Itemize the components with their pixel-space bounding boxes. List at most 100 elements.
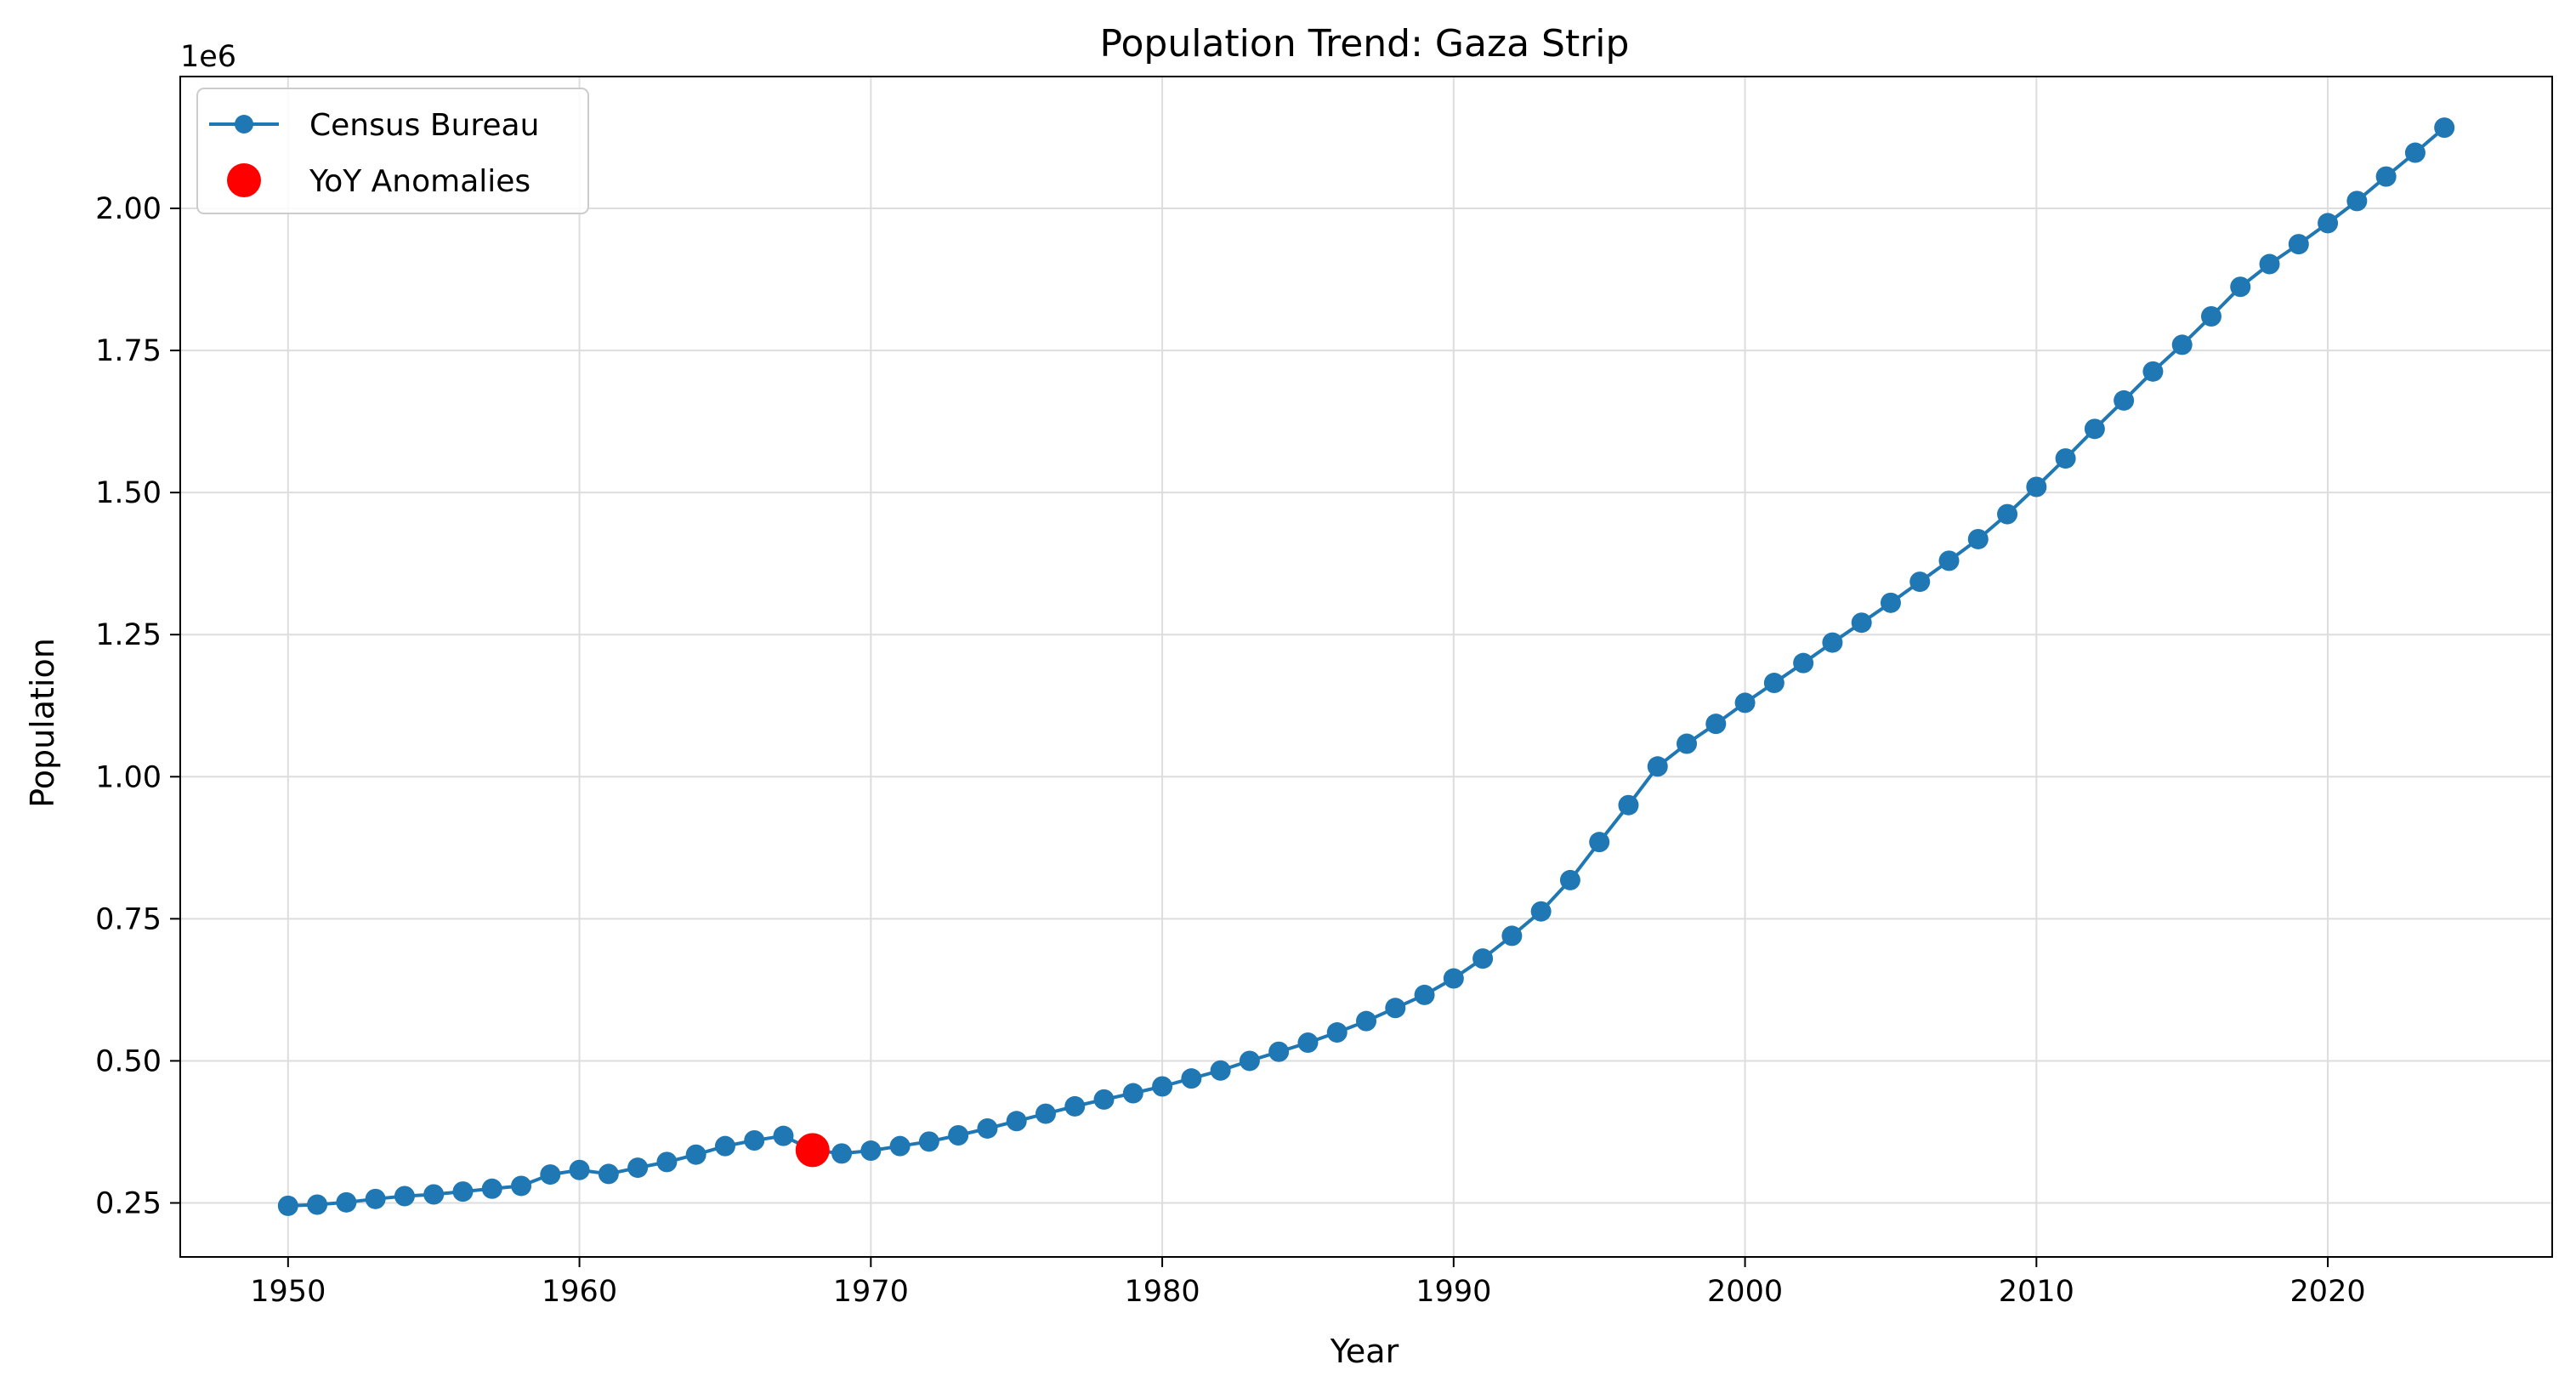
x-axis-label: Year: [1330, 1333, 1399, 1370]
x-tick-label: 1990: [1416, 1275, 1491, 1309]
census-bureau-point: [773, 1125, 794, 1146]
census-bureau-point: [1064, 1095, 1086, 1117]
x-axis-ticks: 1950 1960 1970 1980 1990 2000 2010 2020: [250, 1257, 2366, 1309]
census-bureau-point: [1734, 692, 1756, 714]
census-bureau-point: [277, 1195, 298, 1216]
census-bureau-point: [1618, 794, 1639, 816]
census-bureau-point: [1530, 901, 1552, 922]
census-bureau-point: [1822, 632, 1843, 653]
legend-label-census-bureau: Census Bureau: [309, 108, 539, 143]
census-bureau-point: [1152, 1076, 1173, 1097]
census-bureau-point: [336, 1191, 357, 1213]
census-bureau-point: [2288, 234, 2309, 255]
census-bureau-point: [1122, 1083, 1143, 1104]
legend-marker-yoy-anomalies: [227, 163, 261, 197]
census-bureau-point: [2142, 361, 2164, 382]
census-bureau-point: [569, 1159, 590, 1180]
census-bureau-point: [1326, 1022, 1348, 1043]
census-bureau-point: [1589, 832, 1610, 853]
y-tick-label: 1.75: [95, 334, 162, 368]
x-tick-label: 2000: [1707, 1275, 1783, 1309]
census-bureau-point: [2171, 334, 2193, 355]
x-tick-label: 1980: [1125, 1275, 1200, 1309]
y-tick-label: 0.50: [95, 1044, 162, 1078]
census-bureau-point: [1967, 528, 1989, 549]
census-bureau-point: [452, 1181, 474, 1203]
census-bureau-point: [1268, 1041, 1290, 1062]
census-bureau-point: [511, 1175, 532, 1197]
census-bureau-point: [540, 1164, 561, 1185]
census-bureau-point: [948, 1124, 969, 1146]
census-bureau-point: [1997, 503, 2018, 525]
census-bureau-point: [2259, 253, 2280, 275]
census-bureau-point: [831, 1143, 853, 1164]
census-bureau-point: [2055, 448, 2076, 469]
census-bureau-point: [1414, 984, 1435, 1005]
census-bureau-point: [1909, 571, 1931, 593]
legend-box: [196, 88, 589, 214]
census-bureau-point: [860, 1140, 882, 1162]
census-bureau-point: [1093, 1089, 1115, 1110]
grid: [180, 77, 2552, 1257]
legend: Census Bureau YoY Anomalies: [196, 88, 589, 214]
census-bureau-point: [481, 1178, 502, 1199]
census-bureau-point: [1851, 612, 1872, 634]
census-bureau-point: [2318, 213, 2339, 234]
census-bureau-point: [2375, 166, 2397, 187]
census-bureau-point: [307, 1194, 328, 1215]
census-bureau-point: [1472, 948, 1494, 969]
census-bureau-point: [1647, 756, 1668, 777]
census-bureau-point: [2026, 476, 2047, 498]
census-bureau-point: [656, 1151, 678, 1173]
census-bureau-point: [1356, 1010, 1376, 1032]
census-bureau-point: [1297, 1032, 1319, 1054]
census-bureau-point: [2230, 276, 2251, 298]
legend-label-yoy-anomalies: YoY Anomalies: [309, 164, 531, 199]
census-bureau-point: [1443, 968, 1464, 989]
census-bureau-point: [1385, 998, 1406, 1019]
x-tick-label: 1970: [833, 1275, 909, 1309]
y-axis-offset-label: 1e6: [180, 40, 236, 74]
y-tick-label: 1.25: [95, 618, 162, 652]
census-bureau-point: [394, 1185, 415, 1207]
census-bureau-point: [1239, 1050, 1260, 1072]
plot-frame: [179, 76, 2553, 1258]
x-tick-label: 2020: [2290, 1275, 2366, 1309]
y-tick-label: 0.25: [95, 1187, 162, 1221]
census-bureau-point: [1501, 925, 1523, 947]
census-bureau-point: [918, 1131, 939, 1152]
legend-marker-census-bureau: [235, 115, 253, 134]
census-bureau-point: [1705, 714, 1727, 735]
census-bureau-point: [627, 1157, 649, 1179]
census-bureau-point: [2434, 117, 2455, 139]
x-tick-label: 2010: [1999, 1275, 2074, 1309]
y-tick-label: 0.75: [95, 902, 162, 936]
census-bureau-point: [2404, 142, 2426, 163]
census-bureau-point: [1035, 1103, 1056, 1124]
census-bureau-point: [714, 1135, 735, 1157]
census-bureau-point: [598, 1163, 619, 1185]
y-axis-label: Population: [24, 638, 61, 808]
census-bureau-point: [1210, 1060, 1231, 1081]
y-tick-label: 2.00: [95, 192, 162, 226]
census-bureau-point: [1181, 1068, 1202, 1089]
census-bureau-point: [2346, 190, 2368, 212]
plot-data: [277, 117, 2455, 1216]
x-tick-label: 1960: [542, 1275, 617, 1309]
y-tick-label: 1.00: [95, 760, 162, 794]
census-bureau-point: [1880, 592, 1901, 613]
census-bureau-point: [889, 1135, 911, 1157]
census-bureau-point: [365, 1188, 386, 1209]
x-tick-label: 1950: [250, 1275, 326, 1309]
census-bureau-point: [744, 1130, 765, 1151]
census-bureau-point: [977, 1117, 998, 1139]
y-axis-ticks: 0.25 0.50 0.75 1.00 1.25 1.50 1.75 2.00: [95, 192, 180, 1221]
census-bureau-point: [1763, 673, 1784, 694]
chart-title: Population Trend: Gaza Strip: [1100, 22, 1630, 65]
census-bureau-point: [1793, 652, 1814, 674]
census-bureau-point: [1938, 550, 1960, 571]
y-tick-label: 1.50: [95, 476, 162, 510]
census-bureau-point: [1559, 869, 1580, 890]
census-bureau-point: [423, 1184, 445, 1205]
